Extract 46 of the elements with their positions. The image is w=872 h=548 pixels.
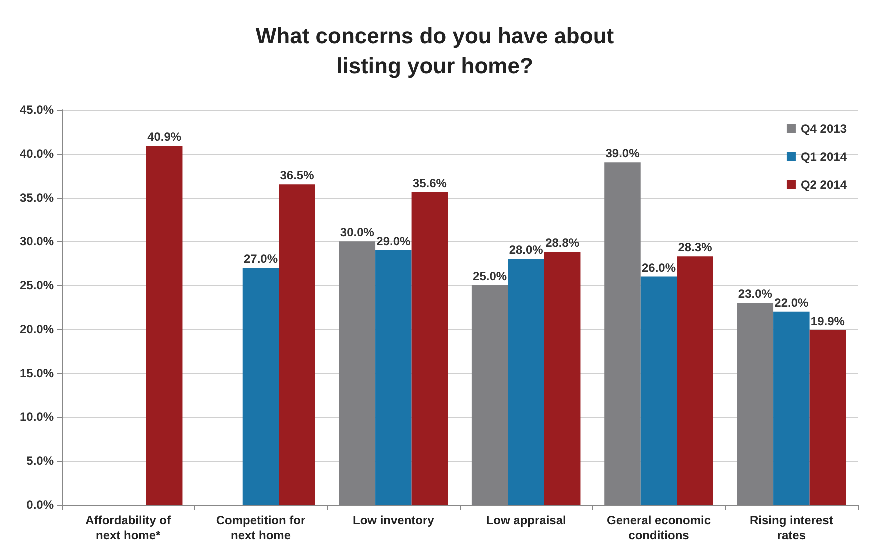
chart-title: What concerns do you have about listing your home? [256,24,615,78]
x-tick-label: Affordability of next home* [86,514,172,542]
data-label: 23.0% [738,287,773,302]
x-tick-label: Low appraisal [486,514,566,528]
bar [544,252,581,505]
data-label: 39.0% [606,146,640,161]
bar [146,146,183,505]
bar [508,259,544,505]
y-tick-label: 0.0% [26,498,54,512]
data-label: 28.8% [546,236,580,250]
x-tick-label: Competition for next home [216,514,306,542]
data-label: 28.3% [678,240,713,255]
y-tick-label: 5.0% [26,454,54,468]
data-label: 30.0% [340,226,375,240]
bar [640,276,678,505]
data-label: 19.9% [810,314,846,328]
data-label: 35.6% [412,176,448,191]
y-tick-label: 25.0% [20,278,54,293]
x-tick-label: Low inventory [352,514,435,528]
bar [810,330,846,505]
x-tick-label: General economic conditions [606,514,712,542]
x-tick-label: Rising interest rates [750,514,834,542]
legend-label: Q2 2014 [800,178,848,192]
data-label: 29.0% [376,234,412,248]
data-label: 26.0% [642,260,676,275]
data-label: 25.0% [473,270,508,284]
y-tick-label: 45.0% [20,103,54,117]
bar [774,312,810,505]
bar [242,268,280,505]
data-label: 27.0% [244,252,278,266]
y-tick-label: 20.0% [20,322,54,336]
data-label: 28.0% [509,243,544,258]
y-tick-label: 30.0% [20,234,54,249]
data-label: 36.5% [280,168,315,183]
bar [412,192,448,505]
data-label: 40.9% [148,130,182,144]
y-tick-label: 10.0% [20,410,54,424]
y-tick-label: 40.0% [20,146,54,161]
legend-label: Q4 2013 [800,122,848,136]
y-tick-label: 35.0% [20,190,54,205]
data-label: 22.0% [774,296,810,310]
bar [677,256,714,505]
bar [279,184,316,505]
y-tick-label: 15.0% [20,366,54,380]
bar [376,250,412,505]
legend-label: Q1 2014 [800,150,848,164]
